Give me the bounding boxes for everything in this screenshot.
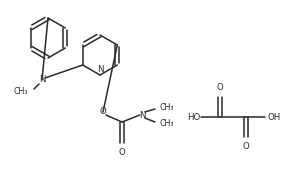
Text: O: O <box>100 108 106 117</box>
Text: O: O <box>217 83 223 92</box>
Text: N: N <box>139 110 145 119</box>
Text: CH₃: CH₃ <box>160 102 174 111</box>
Text: CH₃: CH₃ <box>160 119 174 129</box>
Text: N: N <box>97 65 103 74</box>
Text: OH: OH <box>267 113 280 121</box>
Text: O: O <box>243 142 249 151</box>
Text: HO: HO <box>187 113 200 121</box>
Text: O: O <box>119 148 125 157</box>
Text: N: N <box>39 75 45 85</box>
Text: CH₃: CH₃ <box>13 87 28 96</box>
